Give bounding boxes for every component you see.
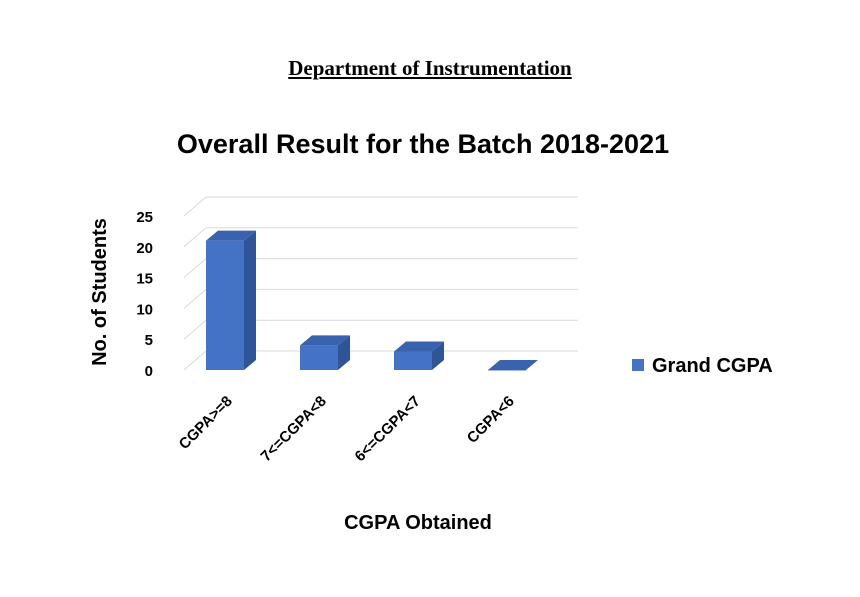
y-axis-ticks: 0 5 10 15 20 25 — [136, 209, 153, 380]
legend-label: Grand CGPA — [652, 355, 773, 377]
legend: Grand CGPA — [632, 355, 773, 377]
gridline-depth — [183, 227, 207, 248]
x-category-label: CGPA>=8 — [176, 393, 236, 453]
bar-front — [394, 351, 432, 370]
y-tick-label: 10 — [136, 301, 153, 318]
chart-title: Overall Result for the Batch 2018-2021 — [177, 129, 669, 159]
y-tick-label: 15 — [136, 271, 153, 288]
gridline-depth — [183, 350, 207, 371]
bar-2 — [300, 335, 350, 370]
bar-side — [432, 341, 444, 370]
gridline-depth — [183, 289, 207, 309]
gridline-depth — [183, 196, 207, 217]
y-axis-title: No. of Students — [89, 218, 111, 366]
bar-top — [206, 230, 256, 241]
x-category-label: CGPA<6 — [464, 393, 518, 447]
bar-top — [488, 360, 538, 370]
bar-top — [394, 341, 444, 352]
gridline-depth — [183, 258, 207, 278]
bar-front — [206, 240, 244, 370]
bar-3 — [394, 341, 444, 370]
legend-swatch — [632, 359, 644, 371]
y-tick-label: 5 — [145, 332, 153, 349]
x-axis-labels: CGPA>=8 7<=CGPA<8 6<=CGPA<7 CGPA<6 — [176, 393, 518, 465]
department-heading: Department of Instrumentation — [288, 56, 572, 80]
gridlines — [183, 196, 578, 371]
y-tick-label: 0 — [145, 363, 153, 380]
bar-front — [300, 345, 338, 370]
bar-4 — [488, 360, 538, 371]
bar-side — [338, 335, 350, 370]
bar-1 — [206, 230, 256, 370]
bar-front — [488, 370, 526, 371]
x-axis-title: CGPA Obtained — [344, 512, 492, 534]
bar-side — [244, 230, 256, 370]
x-category-label: 6<=CGPA<7 — [352, 393, 424, 465]
gridline-depth — [183, 319, 207, 340]
y-tick-label: 20 — [136, 240, 153, 257]
y-tick-label: 25 — [136, 209, 153, 226]
x-category-label: 7<=CGPA<8 — [258, 393, 330, 465]
bar-top — [300, 335, 350, 346]
bars — [206, 230, 538, 371]
